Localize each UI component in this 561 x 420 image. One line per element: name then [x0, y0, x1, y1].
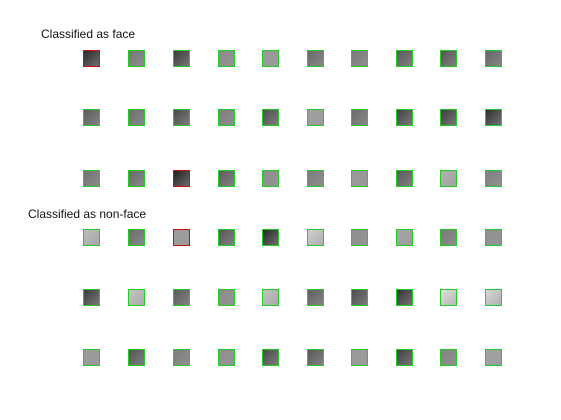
- face-thumbnail: [396, 170, 413, 187]
- face-thumbnail: [440, 109, 457, 126]
- face-thumbnail: [351, 50, 368, 67]
- non-face-thumbnail: [485, 349, 502, 366]
- non-face-thumbnail: [351, 229, 368, 246]
- face-thumbnail: [440, 50, 457, 67]
- face-thumbnail: [218, 50, 235, 67]
- face-thumbnail: [83, 109, 100, 126]
- non-face-thumbnail: [173, 289, 190, 306]
- non-face-thumbnail: [396, 229, 413, 246]
- non-face-thumbnail: [218, 289, 235, 306]
- face-thumbnail: [351, 109, 368, 126]
- non-face-thumbnail: [128, 289, 145, 306]
- face-thumbnail: [262, 170, 279, 187]
- face-thumbnail: [128, 170, 145, 187]
- face-thumbnail: [485, 50, 502, 67]
- face-thumbnail: [485, 170, 502, 187]
- face-thumbnail: [485, 109, 502, 126]
- face-thumbnail: [173, 170, 190, 187]
- non-face-thumbnail: [173, 229, 190, 246]
- non-face-thumbnail: [351, 349, 368, 366]
- face-thumbnail: [307, 50, 324, 67]
- face-thumbnail: [262, 109, 279, 126]
- non-face-thumbnail: [262, 229, 279, 246]
- non-face-thumbnail: [262, 289, 279, 306]
- face-thumbnail: [173, 50, 190, 67]
- face-thumbnail: [83, 50, 100, 67]
- face-thumbnail: [128, 50, 145, 67]
- face-thumbnail: [396, 50, 413, 67]
- face-thumbnail: [440, 170, 457, 187]
- face-thumbnail: [128, 109, 145, 126]
- non-face-section-title: Classified as non-face: [28, 207, 147, 221]
- face-thumbnail: [173, 109, 190, 126]
- non-face-thumbnail: [128, 229, 145, 246]
- non-face-thumbnail: [218, 229, 235, 246]
- non-face-thumbnail: [128, 349, 145, 366]
- non-face-thumbnail: [83, 229, 100, 246]
- face-thumbnail: [307, 170, 324, 187]
- non-face-thumbnail: [440, 229, 457, 246]
- non-face-thumbnail: [218, 349, 235, 366]
- non-face-thumbnail: [351, 289, 368, 306]
- non-face-thumbnail: [83, 349, 100, 366]
- face-thumbnail: [218, 109, 235, 126]
- face-thumbnail: [351, 170, 368, 187]
- non-face-thumbnail: [262, 349, 279, 366]
- non-face-thumbnail: [485, 289, 502, 306]
- face-thumbnail: [218, 170, 235, 187]
- non-face-thumbnail: [307, 289, 324, 306]
- non-face-thumbnail: [83, 289, 100, 306]
- face-thumbnail: [307, 109, 324, 126]
- non-face-thumbnail: [396, 289, 413, 306]
- face-thumbnail: [262, 50, 279, 67]
- non-face-thumbnail: [440, 349, 457, 366]
- non-face-thumbnail: [173, 349, 190, 366]
- non-face-thumbnail: [440, 289, 457, 306]
- non-face-thumbnail: [307, 349, 324, 366]
- non-face-thumbnail: [307, 229, 324, 246]
- face-section-title: Classified as face: [41, 27, 136, 41]
- face-thumbnail: [396, 109, 413, 126]
- non-face-thumbnail: [485, 229, 502, 246]
- non-face-thumbnail: [396, 349, 413, 366]
- face-thumbnail: [83, 170, 100, 187]
